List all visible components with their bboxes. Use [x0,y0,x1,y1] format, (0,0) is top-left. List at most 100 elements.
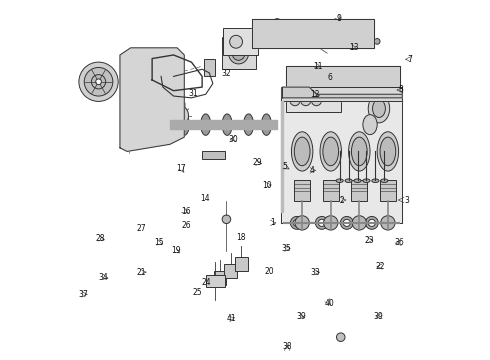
Bar [202,152,225,158]
Circle shape [355,73,360,79]
Ellipse shape [228,42,248,64]
Ellipse shape [363,179,370,183]
Bar [323,180,339,202]
Circle shape [381,216,395,230]
Ellipse shape [292,132,313,171]
Circle shape [92,75,106,89]
Circle shape [376,73,382,79]
Circle shape [143,55,172,84]
Ellipse shape [377,132,398,171]
Circle shape [79,62,118,102]
Text: 39: 39 [374,312,384,321]
Ellipse shape [368,94,390,123]
Ellipse shape [372,100,386,117]
Text: 18: 18 [236,233,245,242]
Ellipse shape [336,179,343,183]
Ellipse shape [201,114,211,135]
Ellipse shape [222,114,232,135]
Text: 31: 31 [188,89,197,98]
Bar [204,59,215,76]
Ellipse shape [345,179,352,183]
Ellipse shape [348,132,370,171]
Circle shape [273,18,281,26]
Polygon shape [252,19,373,48]
Ellipse shape [244,114,253,135]
Bar [223,28,258,55]
Circle shape [312,73,318,79]
Circle shape [230,35,243,48]
Circle shape [295,216,309,230]
Polygon shape [281,87,402,102]
Ellipse shape [294,137,310,166]
Circle shape [343,219,350,226]
Polygon shape [286,66,400,87]
Bar [252,19,373,48]
Circle shape [301,96,311,106]
Text: 13: 13 [349,43,359,52]
Text: 28: 28 [95,234,105,243]
Text: 16: 16 [181,207,191,216]
Text: 29: 29 [252,158,262,167]
Circle shape [352,216,367,230]
Polygon shape [281,98,402,223]
Text: 33: 33 [311,268,320,277]
Text: 26: 26 [182,221,191,230]
Text: 34: 34 [98,273,108,282]
Circle shape [368,219,375,226]
Ellipse shape [179,114,189,135]
Ellipse shape [356,91,363,97]
Circle shape [366,216,378,229]
Circle shape [392,73,398,79]
Text: 9: 9 [336,14,341,23]
Bar [222,37,256,69]
Bar [380,180,396,202]
Circle shape [291,216,303,229]
Ellipse shape [363,114,377,135]
Circle shape [171,109,184,122]
Text: 30: 30 [228,135,238,144]
Ellipse shape [262,114,271,135]
Text: 14: 14 [200,194,210,203]
Circle shape [323,216,338,230]
Ellipse shape [381,179,388,183]
Text: 23: 23 [365,235,374,244]
Text: 8: 8 [398,85,403,94]
Bar [224,264,237,278]
Bar [294,180,310,202]
Text: 22: 22 [376,262,385,271]
Text: 17: 17 [176,164,186,173]
Text: 37: 37 [79,290,88,299]
Text: 6: 6 [327,73,332,82]
Text: 4: 4 [309,166,314,175]
Circle shape [333,73,339,79]
Ellipse shape [320,132,342,171]
Polygon shape [120,48,184,152]
Circle shape [374,39,380,44]
Text: 35: 35 [282,244,292,253]
Text: 24: 24 [201,278,211,287]
Polygon shape [283,87,402,98]
Bar [206,275,225,287]
Ellipse shape [232,46,245,60]
Ellipse shape [132,112,147,134]
Text: 3: 3 [404,195,409,204]
Text: 40: 40 [325,299,335,308]
Circle shape [166,104,189,127]
Circle shape [84,67,113,96]
Bar [286,89,342,112]
Text: 19: 19 [171,246,180,255]
Circle shape [148,60,167,78]
Text: 27: 27 [137,224,146,233]
Text: 38: 38 [282,342,292,351]
Ellipse shape [377,91,384,97]
Ellipse shape [334,91,342,97]
Text: 12: 12 [310,90,319,99]
Text: 25: 25 [192,288,202,297]
Polygon shape [281,102,283,212]
Circle shape [316,216,328,229]
Ellipse shape [372,179,379,183]
Text: 39: 39 [296,312,306,321]
Circle shape [312,96,321,106]
Circle shape [318,219,325,226]
Ellipse shape [351,137,367,166]
